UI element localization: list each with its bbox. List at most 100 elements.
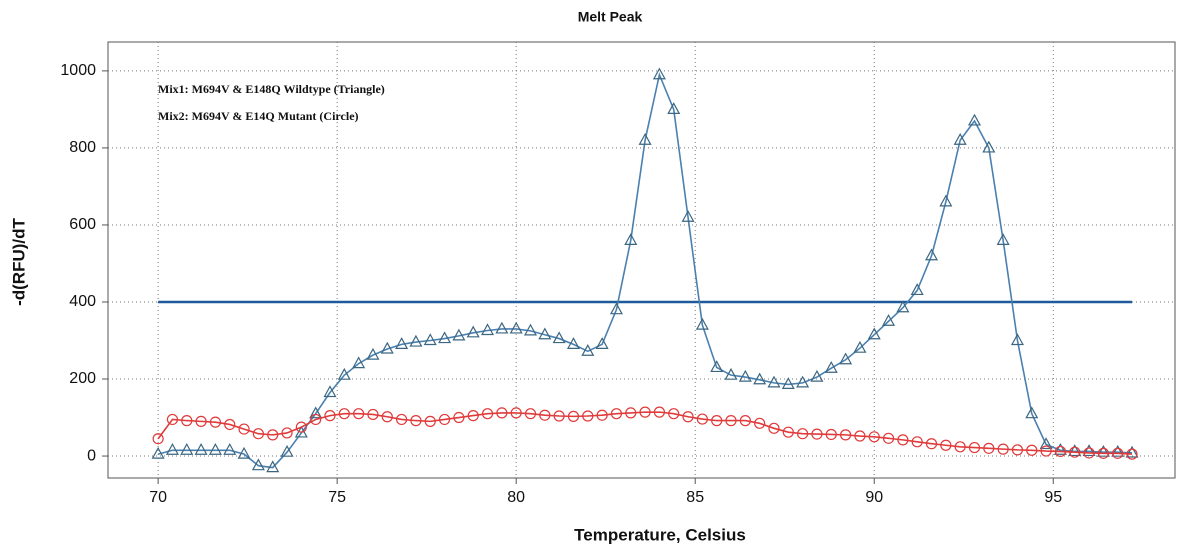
circle-marker: [1011, 444, 1024, 456]
circle-marker: [940, 439, 952, 451]
y-tick-label: 800: [69, 139, 96, 156]
circle-marker: [897, 434, 909, 446]
circle-marker: [295, 421, 307, 433]
circle-marker: [310, 413, 322, 426]
triangle-marker: [1068, 444, 1082, 457]
triangle-marker: [395, 337, 409, 349]
circle-marker: [238, 423, 250, 435]
circle-marker: [1026, 444, 1038, 456]
circle-marker: [281, 427, 293, 439]
circle-marker: [868, 431, 880, 443]
triangle-marker: [1111, 444, 1125, 457]
x-tick-label: 95: [1044, 489, 1062, 506]
circle-marker: [1069, 446, 1081, 458]
circle-marker: [582, 410, 594, 422]
x-tick-label: 90: [865, 489, 883, 506]
circle-marker: [983, 442, 995, 454]
triangle-marker: [581, 344, 595, 356]
triangle-marker: [323, 385, 337, 398]
triangle-marker: [681, 210, 695, 222]
triangle-marker: [1025, 406, 1039, 419]
triangle-marker: [208, 443, 222, 455]
circle-marker: [739, 415, 751, 427]
triangle-marker: [380, 341, 394, 354]
triangle-marker: [523, 323, 538, 336]
triangle-marker: [996, 233, 1010, 245]
triangle-marker: [309, 406, 323, 419]
y-axis-label: -d(RFU)/dT: [9, 217, 28, 305]
circle-marker: [496, 407, 508, 419]
triangle-marker: [1082, 444, 1096, 457]
x-tick-label: 70: [149, 489, 167, 506]
circle-marker: [668, 408, 680, 420]
circle-marker: [925, 438, 938, 450]
triangle-marker: [438, 331, 452, 344]
triangle-marker: [495, 321, 509, 334]
triangle-marker: [566, 337, 580, 349]
triangle-marker: [982, 140, 996, 153]
circle-marker: [553, 410, 565, 422]
triangle-marker: [352, 356, 366, 369]
legend-entry: Mix1: M694V & E148Q Wildtype (Triangle): [158, 82, 385, 96]
circle-marker: [725, 415, 737, 427]
triangle-marker: [796, 375, 810, 388]
circle-marker: [367, 408, 379, 421]
circle-marker: [438, 413, 451, 426]
triangle-marker: [1125, 445, 1139, 458]
triangle-marker: [452, 328, 466, 341]
circle-marker: [1097, 447, 1109, 459]
circle-marker: [481, 408, 494, 420]
circle-marker: [181, 415, 193, 427]
x-tick-label: 80: [507, 489, 525, 506]
circle-marker: [682, 411, 694, 423]
circle-marker: [1083, 447, 1095, 459]
circle-marker: [639, 406, 651, 418]
triangle-marker: [266, 460, 280, 473]
x-tick-label: 85: [686, 489, 704, 506]
circle-marker: [410, 415, 422, 427]
triangle-marker: [896, 300, 910, 313]
circle-marker: [467, 410, 479, 422]
triangle-marker: [466, 325, 480, 338]
circle-marker: [997, 443, 1009, 455]
circle-marker: [839, 429, 852, 441]
circle-marker: [324, 410, 336, 422]
triangle-marker: [237, 446, 251, 459]
circle-marker: [424, 415, 436, 427]
triangle-marker: [839, 352, 853, 365]
triangle-marker: [853, 340, 867, 353]
triangle-marker: [481, 323, 495, 336]
circle-marker: [224, 418, 236, 431]
triangle-marker: [165, 443, 179, 455]
triangle-marker: [624, 233, 638, 245]
circle-marker: [653, 406, 666, 418]
triangle-marker: [1039, 437, 1053, 450]
triangle-marker: [1053, 443, 1067, 455]
x-axis-label: Temperature, Celsius: [574, 525, 746, 544]
circle-marker: [209, 416, 222, 428]
circle-marker: [911, 436, 923, 448]
circle-marker: [882, 432, 895, 444]
circle-marker: [338, 408, 350, 420]
circle-marker: [353, 408, 365, 420]
triangle-marker: [1096, 444, 1110, 457]
triangle-marker: [867, 327, 881, 340]
triangle-marker: [953, 132, 967, 145]
circle-marker: [252, 428, 264, 440]
circle-marker: [797, 428, 809, 440]
triangle-marker: [609, 302, 623, 315]
circle-marker: [696, 413, 708, 425]
circle-marker: [1112, 447, 1124, 459]
triangle-marker: [967, 113, 982, 126]
circle-marker: [524, 408, 537, 420]
legend-entry: Mix2: M694V & E14Q Mutant (Circle): [158, 109, 359, 123]
circle-marker: [381, 411, 393, 423]
circle-marker: [1040, 445, 1052, 457]
triangle-marker: [552, 331, 566, 344]
triangle-marker: [595, 337, 609, 349]
triangle-marker: [753, 372, 767, 385]
triangle-marker: [939, 194, 953, 207]
circle-marker: [825, 428, 837, 441]
triangle-marker: [409, 334, 423, 347]
triangle-marker: [925, 248, 939, 261]
